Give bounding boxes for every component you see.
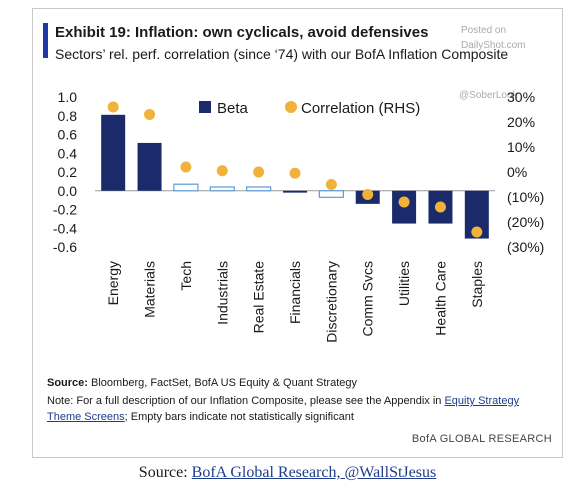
- correlation-dot-utilities: [398, 196, 410, 208]
- left-axis-tick-label: 0.4: [58, 145, 78, 161]
- category-label: Utilities: [396, 261, 412, 306]
- correlation-dot-real-estate: [253, 166, 265, 178]
- beta-bar-real-estate: [246, 186, 272, 192]
- correlation-dot-staples: [471, 226, 483, 238]
- chart-title: Exhibit 19: Inflation: own cyclicals, av…: [55, 24, 429, 41]
- beta-bar-materials: [137, 142, 162, 191]
- right-axis-tick-label: 0%: [507, 164, 527, 180]
- title-accent-bar: [43, 23, 48, 58]
- correlation-dot-comm-svcs: [362, 189, 374, 200]
- chart-svg: 1.0 0.8 0.6 0.4 0.2 0.0 -0.2 -0.4 -0.6 30% 20% 10% 0…: [53, 89, 544, 343]
- right-axis-tick-label: 20%: [507, 114, 535, 130]
- right-axis-tick-label: 10%: [507, 139, 535, 155]
- legend-correlation-label: Correlation (RHS): [301, 100, 420, 117]
- note-line-2: Theme Screens; Empty bars indicate not s…: [47, 411, 354, 423]
- beta-bar-industrials: [209, 186, 235, 192]
- category-label: Financials: [287, 261, 303, 324]
- brand-label: BofA GLOBAL RESEARCH: [411, 433, 552, 445]
- caption-source-link[interactable]: BofA Global Research, @WallStJesus: [191, 464, 437, 481]
- category-label: Health Care: [432, 261, 448, 336]
- right-axis-tick-label: 30%: [507, 89, 535, 105]
- category-label: Staples: [469, 261, 485, 308]
- category-label: Discretionary: [323, 261, 339, 343]
- beta-bar-financials: [283, 190, 307, 193]
- note-line-1: Note: For a full description of our Infl…: [47, 395, 519, 407]
- exhibit-panel: Exhibit 19: Inflation: own cyclicals, av…: [32, 8, 563, 458]
- category-label: Comm Svcs: [360, 261, 376, 336]
- correlation-dot-materials: [144, 109, 156, 120]
- legend-correlation-swatch: [285, 101, 297, 113]
- left-axis-tick-label: 0.2: [58, 164, 78, 180]
- watermark-posted-on: Posted on: [461, 25, 507, 36]
- category-label: Energy: [105, 261, 121, 305]
- correlation-dot-tech: [180, 161, 192, 173]
- left-axis-tick-label: -0.6: [53, 239, 77, 255]
- beta-bar-tech: [173, 183, 199, 192]
- source-label: Source:: [47, 377, 88, 389]
- left-axis-tick-label: 0.6: [58, 127, 78, 143]
- category-label: Industrials: [214, 261, 230, 325]
- watermark-handle: @SoberLook: [459, 90, 518, 101]
- category-label: Real Estate: [251, 261, 267, 334]
- left-axis-tick-label: 0.8: [58, 108, 78, 124]
- category-label: Materials: [142, 261, 158, 318]
- left-axis-tick-label: 1.0: [58, 89, 78, 105]
- right-axis-tick-label: (10%): [507, 189, 544, 205]
- note-text: Note: For a full description of our Infl…: [47, 395, 442, 407]
- legend-beta-swatch: [199, 101, 211, 113]
- equity-strategy-link[interactable]: Equity Strategy: [444, 395, 520, 407]
- correlation-dot-industrials: [216, 165, 228, 177]
- correlation-dot-financials: [289, 167, 301, 179]
- beta-bar-discretionary: [318, 190, 344, 198]
- correlation-dot-energy: [107, 101, 119, 113]
- correlation-dot-health-care: [434, 201, 446, 213]
- left-axis-tick-label: -0.2: [53, 202, 77, 218]
- theme-screens-link[interactable]: Theme Screens: [47, 411, 125, 423]
- category-label: Tech: [178, 261, 194, 291]
- left-axis-tick-label: 0.0: [58, 183, 78, 199]
- watermark-site: DailyShot.com: [461, 40, 526, 51]
- source-line: Source: Bloomberg, FactSet, BofA US Equi…: [47, 377, 357, 389]
- source-text: Bloomberg, FactSet, BofA US Equity & Qua…: [91, 377, 357, 389]
- beta-bar-energy: [101, 114, 126, 191]
- correlation-dot-discretionary: [325, 179, 337, 190]
- right-axis-tick-label: (30%): [507, 239, 544, 255]
- caption-prefix: Source:: [138, 464, 192, 481]
- legend-beta-label: Beta: [217, 100, 249, 117]
- image-caption: Source: BofA Global Research, @WallStJes…: [0, 464, 575, 482]
- chart-subtitle: Sectors’ rel. perf. correlation (since ‘…: [55, 46, 509, 62]
- right-axis-tick-label: (20%): [507, 214, 544, 230]
- note-text-end: ; Empty bars indicate not statistically …: [124, 411, 354, 423]
- left-axis-tick-label: -0.4: [53, 220, 77, 236]
